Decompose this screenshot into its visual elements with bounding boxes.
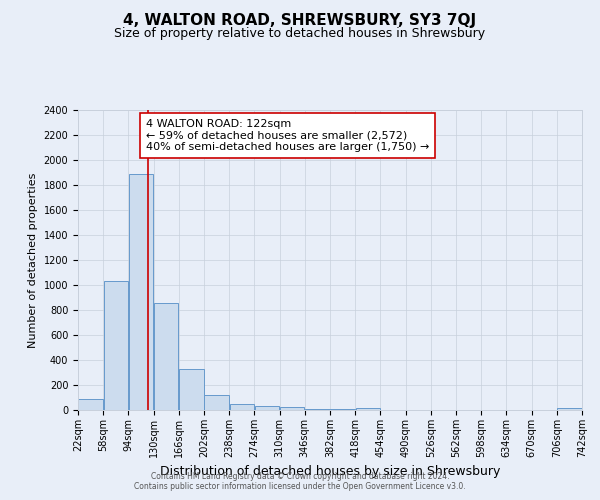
Bar [557, 408, 581, 410]
Bar [179, 370, 203, 410]
Bar [280, 407, 304, 410]
Text: 4, WALTON ROAD, SHREWSBURY, SY3 7QJ: 4, WALTON ROAD, SHREWSBURY, SY3 7QJ [124, 12, 476, 28]
Bar [104, 281, 128, 410]
Bar [79, 399, 103, 410]
Bar [205, 395, 229, 410]
Bar [356, 408, 380, 410]
Text: Contains HM Land Registry data © Crown copyright and database right 2024.: Contains HM Land Registry data © Crown c… [151, 472, 449, 481]
Bar [129, 174, 153, 410]
Bar [305, 409, 329, 410]
Bar [255, 406, 279, 410]
Bar [230, 404, 254, 410]
Text: 4 WALTON ROAD: 122sqm
← 59% of detached houses are smaller (2,572)
40% of semi-d: 4 WALTON ROAD: 122sqm ← 59% of detached … [146, 119, 430, 152]
Y-axis label: Number of detached properties: Number of detached properties [28, 172, 38, 348]
X-axis label: Distribution of detached houses by size in Shrewsbury: Distribution of detached houses by size … [160, 466, 500, 478]
Text: Size of property relative to detached houses in Shrewsbury: Size of property relative to detached ho… [115, 28, 485, 40]
Text: Contains public sector information licensed under the Open Government Licence v3: Contains public sector information licen… [134, 482, 466, 491]
Bar [154, 302, 178, 410]
